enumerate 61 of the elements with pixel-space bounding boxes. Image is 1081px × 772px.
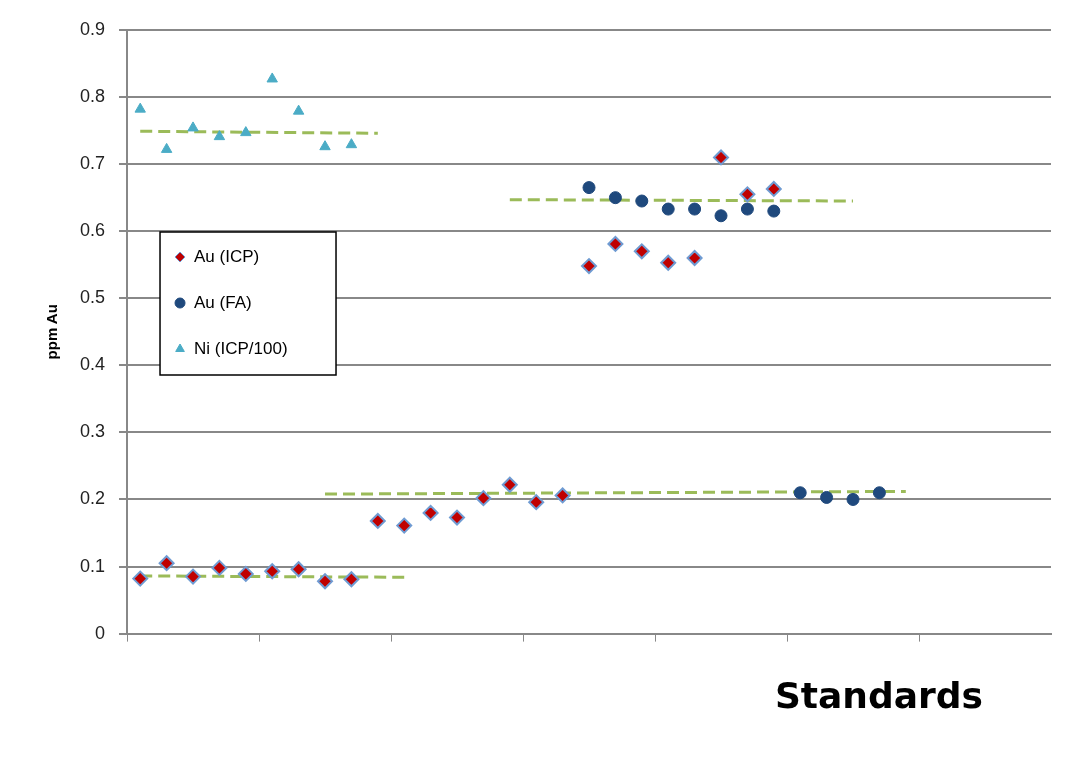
point — [158, 555, 175, 572]
point — [633, 243, 650, 260]
point — [714, 209, 728, 223]
point — [237, 565, 254, 582]
y-tick-label: 0.4 — [79, 354, 106, 375]
point — [661, 202, 675, 216]
point — [767, 204, 781, 218]
point — [369, 512, 386, 529]
point — [185, 568, 202, 585]
point — [713, 149, 730, 166]
point — [266, 72, 278, 83]
point — [554, 487, 571, 504]
point — [740, 202, 754, 216]
point — [820, 490, 834, 504]
point — [739, 186, 756, 203]
legend-label: Ni (ICP/100) — [194, 338, 288, 358]
point — [765, 180, 782, 197]
point — [582, 181, 596, 195]
point — [635, 194, 649, 208]
point — [134, 102, 146, 113]
y-tick-label: 0.8 — [79, 86, 106, 107]
point — [345, 138, 358, 149]
point — [160, 142, 173, 153]
point — [581, 258, 598, 275]
point — [240, 126, 252, 137]
point — [290, 561, 307, 578]
point — [660, 254, 677, 271]
x-axis-title: Standards — [774, 674, 983, 716]
y-tick-label: 0.1 — [79, 555, 106, 576]
point — [686, 250, 703, 267]
point — [211, 559, 228, 576]
point — [396, 517, 413, 534]
point — [501, 476, 518, 493]
point — [422, 504, 439, 521]
point — [292, 104, 305, 115]
legend-label: Au (FA) — [194, 292, 252, 312]
point — [475, 490, 492, 507]
y-tick-label: 0.7 — [79, 153, 106, 174]
point — [688, 202, 702, 216]
point — [608, 191, 622, 205]
y-tick-label: 0.2 — [79, 488, 106, 509]
point — [846, 492, 860, 506]
point — [132, 570, 149, 587]
point — [449, 509, 466, 526]
point — [872, 486, 886, 500]
y-tick-label: 0.9 — [79, 18, 106, 39]
y-axis-title: ppm Au — [43, 304, 61, 360]
y-tick-label: 0.3 — [79, 421, 106, 442]
point — [317, 573, 334, 590]
point — [187, 121, 199, 132]
y-tick-label: 0.5 — [79, 287, 106, 308]
y-tick-label: 0 — [95, 622, 106, 643]
point — [607, 235, 624, 252]
point — [343, 571, 360, 588]
point — [213, 130, 226, 141]
point — [528, 494, 545, 511]
y-tick-label: 0.6 — [79, 220, 106, 241]
point — [264, 563, 281, 580]
point — [793, 486, 807, 500]
point — [319, 140, 331, 151]
legend-label: Au (ICP) — [194, 246, 260, 266]
